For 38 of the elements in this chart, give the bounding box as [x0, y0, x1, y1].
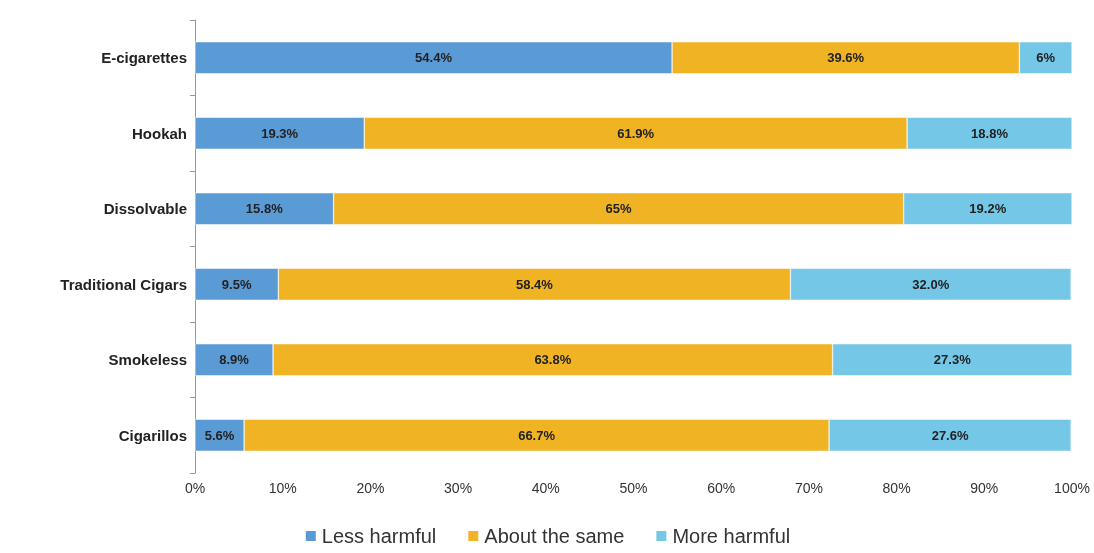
legend-label: About the same — [484, 525, 625, 547]
data-label: 9.5% — [221, 276, 252, 292]
data-label: 5.6% — [204, 427, 235, 443]
x-tick-label: 0% — [184, 480, 206, 496]
data-label: 58.4% — [515, 276, 554, 292]
data-label: 32.0% — [912, 276, 950, 292]
x-tick-label: 10% — [268, 480, 297, 496]
data-label: 27.6% — [931, 427, 969, 443]
data-label: 19.3% — [261, 125, 299, 141]
x-tick-label: 60% — [707, 480, 736, 496]
x-tick-label: 40% — [531, 480, 560, 496]
x-tick-label: 20% — [356, 480, 385, 496]
y-tick-label: Traditional Cigars — [60, 275, 187, 293]
legend-label: More harmful — [672, 525, 791, 547]
x-tick-label: 100% — [1054, 480, 1090, 496]
data-label: 18.8% — [971, 125, 1009, 141]
x-tick-label: 50% — [619, 480, 648, 496]
y-tick-label: Cigarillos — [118, 426, 187, 444]
data-label: 27.3% — [933, 352, 972, 368]
legend-label: Less harmful — [321, 525, 437, 547]
data-label: 8.9% — [219, 352, 250, 368]
y-tick-label: Dissolvable — [103, 200, 187, 218]
x-tick-label: 70% — [794, 480, 823, 496]
data-label: 39.6% — [827, 50, 865, 66]
data-label: 61.9% — [617, 125, 655, 141]
y-tick-label: Hookah — [131, 124, 187, 142]
x-tick-label: 30% — [444, 480, 473, 496]
data-label: 6% — [1036, 50, 1056, 66]
y-tick-label: E-cigarettes — [101, 49, 187, 67]
data-label: 19.2% — [969, 201, 1007, 217]
data-label: 66.7% — [518, 427, 556, 443]
y-tick-label: Smokeless — [108, 351, 187, 369]
data-label: 65% — [605, 201, 633, 217]
x-tick-label: 80% — [882, 480, 911, 496]
x-tick-label: 90% — [970, 480, 999, 496]
data-label: 15.8% — [245, 201, 284, 217]
data-label: 54.4% — [415, 50, 453, 66]
data-label: 63.8% — [534, 352, 572, 368]
